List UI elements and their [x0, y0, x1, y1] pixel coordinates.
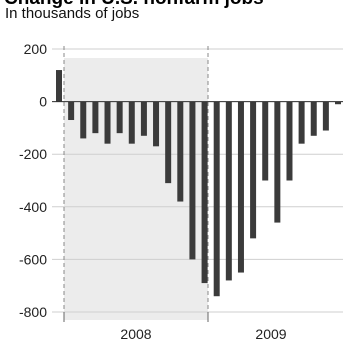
chart-subtitle: In thousands of jobs	[5, 5, 140, 22]
bar	[322, 101, 329, 131]
bar	[92, 101, 99, 134]
bar	[250, 101, 257, 239]
bar	[225, 101, 232, 281]
bar	[56, 70, 62, 102]
bar	[68, 101, 75, 121]
shaded-region	[64, 58, 208, 320]
y-tick-label: -400	[19, 199, 47, 215]
bar	[274, 101, 281, 223]
bar	[298, 101, 305, 144]
x-tick-label: 2009	[255, 326, 286, 342]
bar	[128, 101, 135, 144]
bar	[189, 101, 196, 260]
bar	[153, 101, 160, 147]
chart-title: Change in U.S. nonfarm jobs	[4, 0, 264, 10]
y-tick-label: -800	[19, 304, 47, 320]
bar	[177, 101, 184, 202]
bar	[286, 101, 293, 181]
bar	[116, 101, 123, 134]
x-tick-label: 2008	[120, 326, 151, 342]
y-tick-label: -600	[19, 251, 47, 267]
bar	[237, 101, 244, 273]
bar	[201, 101, 208, 284]
bar	[310, 101, 317, 136]
y-tick-label: -200	[19, 146, 47, 162]
bar	[213, 101, 220, 297]
bar	[104, 101, 111, 144]
bar	[262, 101, 269, 181]
bar	[80, 101, 87, 139]
bar	[140, 101, 147, 136]
bar	[165, 101, 172, 184]
y-tick-label: 0	[39, 94, 47, 110]
y-tick-label: 200	[24, 41, 48, 57]
bar	[335, 101, 341, 105]
